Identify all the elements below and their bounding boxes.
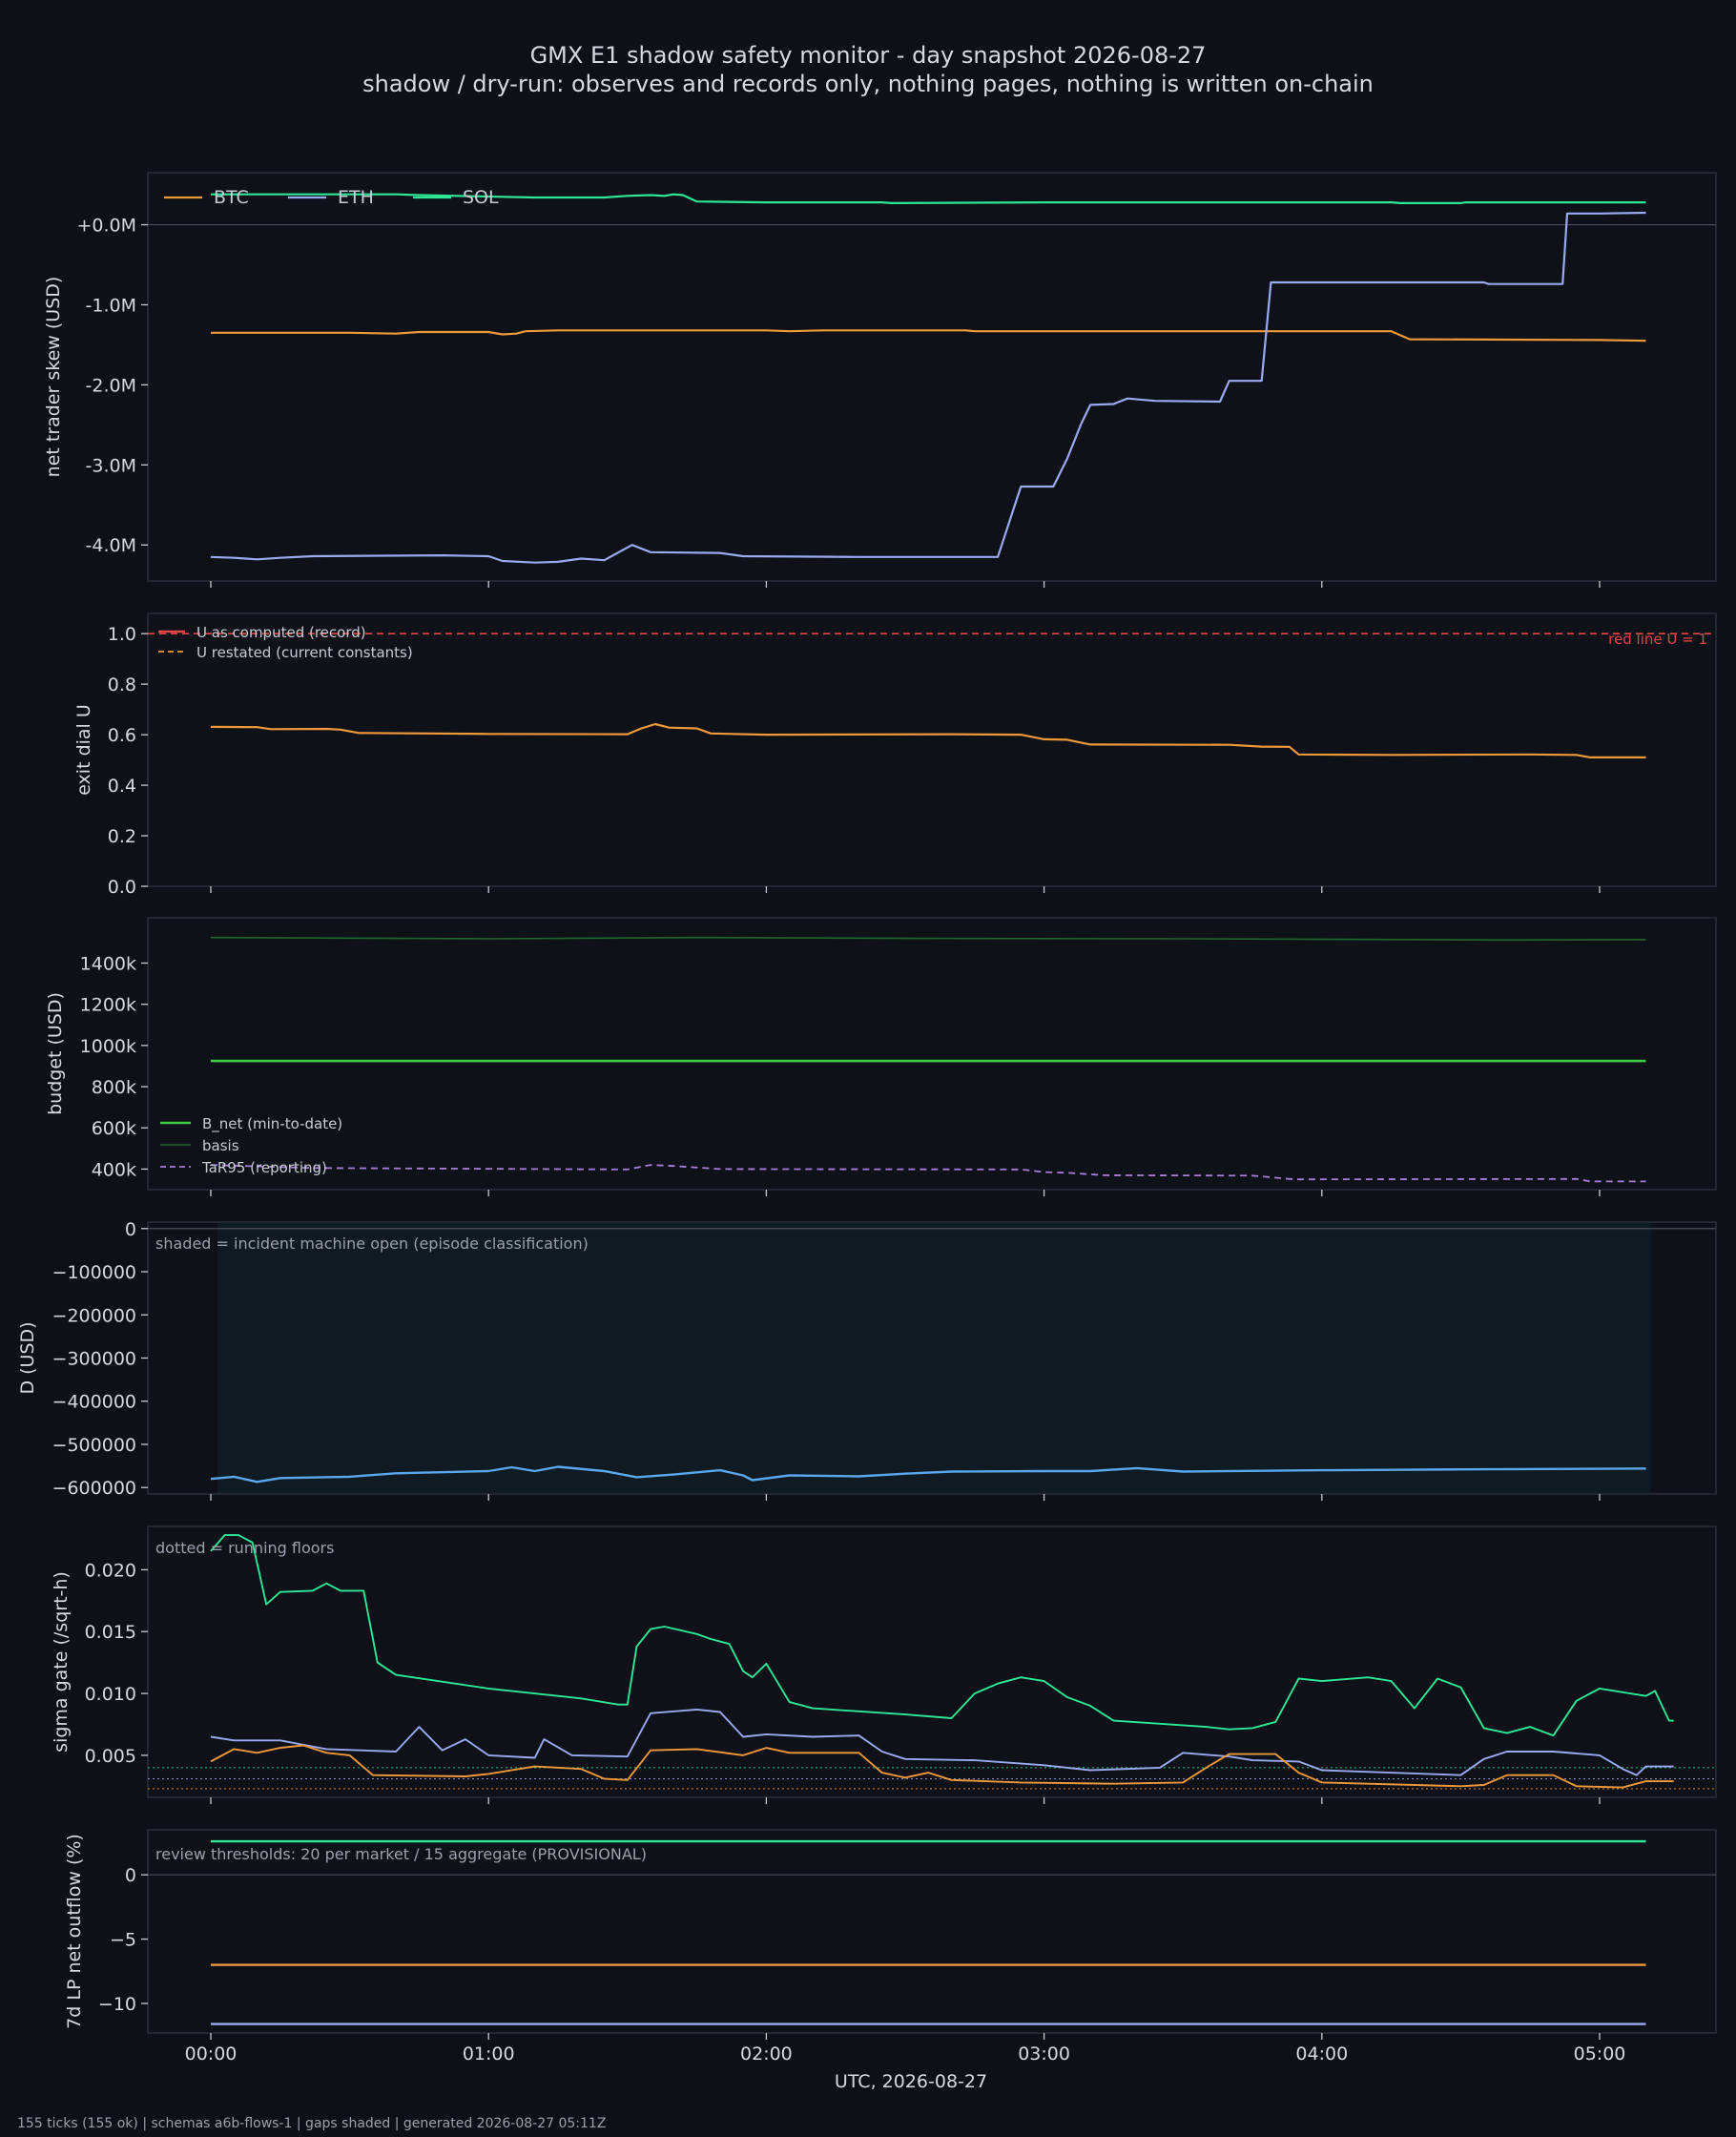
x-tick-labels: 00:00 01:00 02:00 03:00 04:00 05:00: [185, 2044, 1626, 2064]
y-tick-label: 0: [125, 1219, 136, 1240]
plot-area: [147, 1525, 1717, 1798]
red-line-label: red line U = 1: [1608, 631, 1707, 648]
panel-budget: 400k 600k 800k 1000k 1200k 1400k budget (USD) B…: [45, 917, 1717, 1196]
y-tick-label: −10: [98, 1994, 136, 2015]
y-tick-label: 0.015: [85, 1622, 136, 1643]
legend-label: U as computed (record): [196, 624, 366, 641]
y-axis-label: exit dial U: [73, 704, 94, 796]
y-tick-label: -2.0M: [86, 375, 136, 396]
y-axis-label: D (USD): [17, 1321, 38, 1394]
y-tick-label: +0.0M: [76, 216, 136, 237]
footer: 155 ticks (155 ok) | schemas a6b-flows-1…: [17, 2116, 606, 2131]
y-tick-label: 1200k: [80, 995, 136, 1016]
x-axis-label: UTC, 2026-08-27: [835, 2071, 987, 2092]
chart-title: GMX E1 shadow safety monitor - day snaps…: [530, 42, 1207, 69]
y-tick-label: 0.6: [108, 725, 136, 746]
y-tick-label: 1400k: [80, 954, 136, 975]
y-tick-label: −200000: [52, 1305, 136, 1326]
panel-exit_dial: 0.0 0.2 0.4 0.6 0.8 1.0 exit dial U red line U …: [73, 612, 1717, 898]
y-tick-label: -1.0M: [86, 295, 136, 316]
legend-label: ETH: [338, 187, 374, 208]
y-tick-label: −400000: [52, 1392, 136, 1413]
legend-label: BTC: [214, 187, 249, 208]
y-tick-label: 0.0: [108, 877, 136, 898]
series-u-restated-line: [210, 722, 1646, 759]
y-tick-label: −500000: [52, 1435, 136, 1456]
incident-shaded-region: [217, 1223, 1651, 1493]
legend-label: basis: [202, 1137, 239, 1154]
y-tick-label: 0: [125, 1865, 136, 1886]
y-tick-label: 0.2: [108, 826, 136, 847]
y-tick-label: 1.0: [108, 624, 136, 645]
series-eth-sigma-line: [210, 1708, 1674, 1776]
y-axis-label: budget (USD): [45, 992, 66, 1115]
y-tick-label: 800k: [92, 1077, 136, 1098]
y-tick-label: 0.8: [108, 674, 136, 695]
x-tick-label: 04:00: [1295, 2044, 1348, 2064]
panel-drawdown: 0 −100000 −200000 −300000 −400000 −500000 −600…: [17, 1219, 1717, 1501]
y-axis-label: 7d LP net outflow (%): [64, 1834, 85, 2029]
plot-area: [147, 1829, 1717, 2034]
panel-lp_outflow: 0 −5 −10 7d LP net outflow (%) review thresh…: [64, 1829, 1717, 2040]
legend-label: TaR95 (reporting): [201, 1159, 327, 1176]
legend-label: U restated (current constants): [196, 644, 413, 661]
x-tick-label: 00:00: [185, 2044, 238, 2064]
x-tick-label: 01:00: [463, 2044, 515, 2064]
plot-area: [147, 917, 1717, 1191]
y-tick-label: 400k: [92, 1159, 136, 1180]
x-tick-label: 02:00: [740, 2044, 793, 2064]
y-tick-label: 0.005: [85, 1746, 136, 1767]
y-tick-label: 600k: [92, 1118, 136, 1139]
legend-label: B_net (min-to-date): [202, 1115, 342, 1133]
series-eth-line: [210, 211, 1646, 564]
y-tick-label: -4.0M: [86, 535, 136, 556]
panel-annotation: shaded = incident machine open (episode …: [155, 1234, 589, 1253]
panel-skew: +0.0M -1.0M -2.0M -3.0M -4.0M net trader skew…: [43, 172, 1717, 588]
series-btc-sigma-line: [210, 1744, 1674, 1789]
legend-label: SOL: [463, 187, 499, 208]
plot-area: [147, 612, 1717, 887]
y-tick-label: -3.0M: [86, 455, 136, 476]
y-axis-label: sigma gate (/sqrt-h): [51, 1571, 72, 1753]
series-sol-sigma-line: [210, 1534, 1674, 1737]
x-tick-label: 03:00: [1018, 2044, 1070, 2064]
x-tick-label: 05:00: [1574, 2044, 1626, 2064]
y-tick-label: 0.020: [85, 1560, 136, 1581]
series-basis-line: [210, 936, 1646, 942]
panel-sigma: 0.005 0.010 0.015 0.020 sigma gate (/sqrt-h)…: [51, 1525, 1717, 1804]
panels: +0.0M -1.0M -2.0M -3.0M -4.0M net trader skew…: [17, 172, 1717, 2064]
y-tick-label: 1000k: [80, 1036, 136, 1057]
y-tick-label: −100000: [52, 1262, 136, 1283]
panel-annotation: review thresholds: 20 per market / 15 ag…: [155, 1845, 647, 1863]
y-tick-label: −600000: [52, 1478, 136, 1499]
y-tick-label: 0.010: [85, 1684, 136, 1705]
y-tick-label: −300000: [52, 1349, 136, 1370]
chart-subtitle: shadow / dry-run: observes and records o…: [362, 71, 1374, 97]
y-axis-label: net trader skew (USD): [43, 277, 64, 478]
series-btc-line: [211, 329, 1646, 342]
series-tar95-line: [210, 1164, 1646, 1183]
series-sol-line: [211, 193, 1646, 204]
y-tick-label: 0.4: [108, 776, 136, 797]
series-d-line: [210, 1465, 1646, 1483]
y-tick-label: −5: [110, 1930, 136, 1951]
panel-annotation: dotted = running floors: [155, 1539, 334, 1557]
plot-area: [147, 172, 1717, 582]
